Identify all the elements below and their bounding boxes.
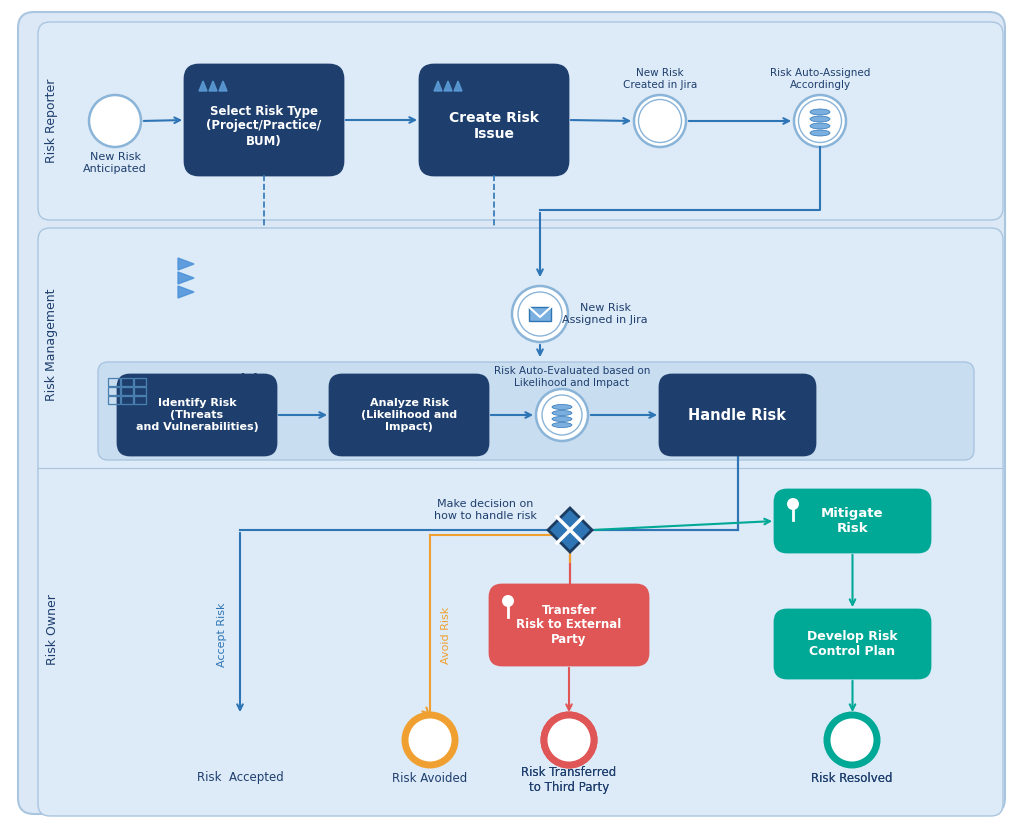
Ellipse shape (544, 715, 594, 765)
Text: Risk Transferred
to Third Party: Risk Transferred to Third Party (522, 766, 617, 794)
FancyBboxPatch shape (98, 362, 974, 460)
Text: Risk Avoided: Risk Avoided (393, 771, 468, 785)
Circle shape (787, 498, 799, 510)
Text: Mitigate
Risk: Mitigate Risk (821, 507, 884, 535)
Text: Assess Risk: Assess Risk (175, 373, 262, 386)
Text: Risk Transferred
to Third Party: Risk Transferred to Third Party (522, 766, 617, 794)
Text: Handle Risk: Handle Risk (688, 407, 787, 423)
Circle shape (89, 95, 141, 147)
Ellipse shape (638, 99, 681, 143)
Polygon shape (219, 81, 227, 91)
Polygon shape (548, 508, 592, 552)
Polygon shape (199, 81, 207, 91)
FancyBboxPatch shape (38, 228, 1003, 816)
Ellipse shape (634, 95, 686, 147)
Ellipse shape (405, 715, 455, 765)
Ellipse shape (810, 123, 830, 129)
Polygon shape (178, 286, 194, 298)
Text: Risk Auto-Evaluated based on
Likelihood and Impact: Risk Auto-Evaluated based on Likelihood … (494, 366, 651, 387)
FancyBboxPatch shape (775, 610, 930, 678)
Text: Create Risk
Issue: Create Risk Issue (449, 111, 539, 141)
Text: New Risk
Created in Jira: New Risk Created in Jira (623, 69, 697, 90)
Text: Analyze Risk
(Likelihood and
Impact): Analyze Risk (Likelihood and Impact) (361, 398, 457, 432)
FancyBboxPatch shape (420, 65, 568, 175)
Text: Risk Resolved: Risk Resolved (811, 771, 893, 785)
Text: New Risk
Anticipated: New Risk Anticipated (83, 152, 147, 173)
Text: Risk Auto-Assigned
Accordingly: Risk Auto-Assigned Accordingly (770, 69, 871, 90)
Polygon shape (434, 81, 442, 91)
Circle shape (536, 389, 588, 441)
Circle shape (518, 292, 562, 336)
Ellipse shape (794, 95, 846, 147)
Circle shape (542, 395, 582, 435)
Ellipse shape (810, 109, 830, 115)
Ellipse shape (799, 99, 842, 143)
Text: Make decision on
how to handle risk: Make decision on how to handle risk (434, 499, 536, 521)
Text: Risk Management: Risk Management (45, 289, 58, 401)
Text: Risk Reporter: Risk Reporter (45, 78, 58, 164)
Text: Risk  Accepted: Risk Accepted (196, 771, 283, 785)
FancyBboxPatch shape (18, 12, 1005, 814)
FancyBboxPatch shape (38, 22, 1003, 220)
Text: Avoid Risk: Avoid Risk (441, 606, 451, 663)
Ellipse shape (810, 116, 830, 122)
Text: Develop Risk
Control Plan: Develop Risk Control Plan (807, 630, 898, 658)
Ellipse shape (552, 405, 572, 410)
Text: Identify Risk
(Threats
and Vulnerabilities): Identify Risk (Threats and Vulnerabiliti… (136, 398, 259, 432)
Polygon shape (209, 81, 217, 91)
Polygon shape (454, 81, 462, 91)
Text: Risk Resolved: Risk Resolved (811, 771, 893, 785)
Circle shape (512, 286, 568, 342)
Text: Risk Owner: Risk Owner (45, 595, 58, 666)
Text: Accept Risk: Accept Risk (217, 603, 227, 667)
Ellipse shape (544, 715, 594, 765)
Text: New Risk
Assigned in Jira: New Risk Assigned in Jira (563, 303, 648, 325)
Ellipse shape (552, 423, 572, 428)
Polygon shape (444, 81, 452, 91)
FancyBboxPatch shape (775, 490, 930, 552)
Ellipse shape (552, 411, 572, 415)
FancyBboxPatch shape (330, 375, 488, 455)
FancyBboxPatch shape (118, 375, 276, 455)
Ellipse shape (552, 416, 572, 421)
FancyBboxPatch shape (660, 375, 815, 455)
Polygon shape (178, 258, 194, 270)
FancyBboxPatch shape (185, 65, 343, 175)
Ellipse shape (827, 715, 877, 765)
Polygon shape (178, 272, 194, 284)
Circle shape (502, 595, 514, 607)
Ellipse shape (810, 130, 830, 136)
Text: Transfer
Risk to External
Party: Transfer Risk to External Party (517, 604, 622, 647)
FancyBboxPatch shape (529, 307, 551, 321)
Text: Select Risk Type
(Project/Practice/
BUM): Select Risk Type (Project/Practice/ BUM) (207, 105, 321, 148)
FancyBboxPatch shape (490, 585, 648, 665)
